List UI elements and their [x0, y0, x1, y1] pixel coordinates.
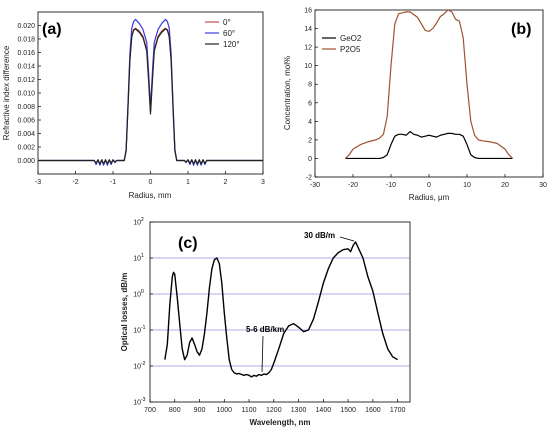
chart-a-legend-label-0: 0°: [223, 18, 231, 27]
chart-b-y-tick-label: 14: [304, 26, 312, 33]
chart-c-y-axis-label: Optical losses, dB/m: [120, 273, 129, 352]
chart-b-legend-label-1: P2O5: [340, 45, 361, 54]
chart-c-x-tick-label: 1000: [216, 407, 232, 414]
chart-b-y-tick-label: 6: [308, 100, 312, 107]
chart-c-y-tick-base: 10: [133, 220, 141, 227]
chart-c-y-tick-exponent: 2: [141, 217, 144, 223]
chart-a-x-axis-label: Radius, mm: [129, 191, 172, 200]
chart-b-x-tick-label: 20: [501, 182, 509, 189]
chart-c-annotation-min: 5-6 dB/km: [246, 325, 284, 334]
chart-a-y-tick-label: 0.004: [17, 131, 35, 138]
chart-a-y-axis-label: Refractive index difference: [2, 45, 11, 140]
chart-c-x-tick-label: 1300: [291, 407, 307, 414]
chart-a-legend: 0° 60° 120°: [205, 18, 240, 49]
chart-b-y-axis-label: Concentration, mol%: [283, 56, 292, 130]
chart-a-x-tick-label: 3: [261, 179, 265, 186]
chart-c-x-tick-label: 1200: [266, 407, 282, 414]
chart-c-y-tick-exponent: -2: [141, 361, 146, 367]
chart-a-y-tick-label: 0.000: [17, 158, 35, 165]
chart-c-y-tick-base: 10: [133, 364, 141, 371]
chart-a-y-tick-label: 0.006: [17, 118, 35, 125]
chart-a-y-tick-label: 0.018: [17, 37, 35, 44]
chart-b-y-tick-label: 8: [308, 82, 312, 89]
chart-a-x-tick-label: 1: [186, 179, 190, 186]
chart-a-y-tick-label: 0.002: [17, 145, 35, 152]
chart-b-y-tick-label: 12: [304, 45, 312, 52]
chart-b-y-tick-label: 16: [304, 8, 312, 15]
chart-a-x-tick-label: 0: [149, 179, 153, 186]
chart-b-y-tick-label: 2: [308, 137, 312, 144]
chart-b-x-tick-label: -20: [348, 182, 358, 189]
chart-a: (a) -3 -2 -1 0 1 2 3 0.000 0.002 0.004 0.006 0.008 0…: [2, 11, 265, 200]
chart-b-series-line-0: [345, 130, 513, 160]
chart-a-legend-label-2: 120°: [223, 40, 240, 49]
chart-a-y-tick-label: 0.020: [17, 23, 35, 30]
chart-c-x-tick-label: 1500: [340, 407, 356, 414]
chart-c-x-tick-label: 1100: [242, 407, 257, 414]
chart-b-x-tick-label: -10: [386, 182, 396, 189]
chart-b-y-tick-label: -2: [306, 175, 312, 182]
chart-b-series-line-1: [344, 9, 514, 159]
chart-c-x-tick-label: 700: [144, 407, 156, 414]
chart-b-x-axis-label: Radius, μm: [409, 193, 450, 202]
chart-b-y-tick-label: 0: [308, 156, 312, 163]
chart-c-plot-area: [149, 221, 411, 403]
chart-c-y-tick-exponent: -3: [141, 397, 146, 403]
chart-c-y-tick-exponent: 0: [141, 289, 144, 295]
chart-a-x-tick-label: -3: [35, 179, 41, 186]
chart-c-y-tick-exponent: -1: [141, 325, 146, 331]
chart-c-annotation-peak-arrow: [339, 236, 355, 242]
chart-c-y-tick-base: 10: [133, 256, 141, 263]
chart-b-legend-label-0: GeO2: [340, 34, 362, 43]
chart-c-x-axis-label: Wavelength, nm: [249, 418, 310, 427]
chart-b-x-tick-label: 0: [427, 182, 431, 189]
chart-b-panel-label: (b): [511, 21, 531, 38]
chart-c-series-line-0: [164, 241, 398, 378]
chart-c-y-tick-exponent: 1: [141, 253, 144, 259]
chart-c-y-tick-base: 10: [133, 328, 141, 335]
chart-a-y-tick-label: 0.012: [17, 77, 35, 84]
chart-c-x-tick-label: 1600: [365, 407, 381, 414]
chart-a-plot-area: [37, 11, 264, 175]
chart-c-y-tick-base: 10: [133, 400, 141, 407]
chart-b-x-tick-label: 30: [539, 182, 547, 189]
chart-c-panel-label: (c): [178, 235, 198, 252]
chart-c-y-tick-base: 10: [133, 292, 141, 299]
chart-b-y-tick-label: 4: [308, 119, 312, 126]
chart-c-x-tick-label: 800: [169, 407, 181, 414]
chart-b-x-tick-label: 10: [463, 182, 471, 189]
chart-a-legend-label-1: 60°: [223, 29, 235, 38]
chart-b-y-tick-label: 10: [304, 63, 312, 70]
chart-a-x-tick-label: 2: [224, 179, 228, 186]
chart-a-panel-label: (a): [42, 21, 62, 38]
chart-a-x-tick-label: -2: [72, 179, 78, 186]
chart-c-x-tick-label: 1400: [316, 407, 332, 414]
chart-c-annotation-peak: 30 dB/m: [304, 231, 335, 240]
chart-a-y-tick-label: 0.008: [17, 104, 35, 111]
chart-b-x-tick-label: -30: [310, 182, 320, 189]
chart-a-series-line-2: [38, 28, 263, 165]
chart-a-y-tick-label: 0.016: [17, 50, 35, 57]
chart-c-annotation-min-arrow: [261, 335, 264, 373]
chart-a-y-tick-label: 0.014: [17, 64, 35, 71]
chart-c-x-tick-label: 900: [194, 407, 206, 414]
chart-b-legend: GeO2 P2O5: [322, 34, 362, 54]
chart-a-x-tick-label: -1: [110, 179, 116, 186]
chart-a-y-tick-label: 0.010: [17, 91, 35, 98]
chart-c-x-tick-label: 1700: [390, 407, 406, 414]
